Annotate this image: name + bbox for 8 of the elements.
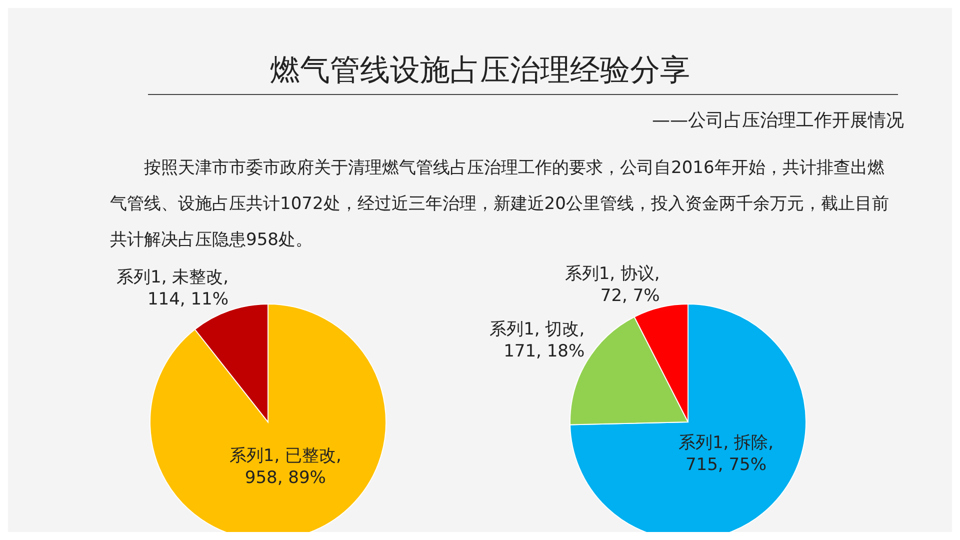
data-label: 系列1, 已整改, 958, 89% [229, 446, 342, 488]
data-label: 系列1, 协议, 72, 7% [564, 264, 660, 306]
text: 燃气管线设施占压治理经验分享 [269, 52, 691, 90]
data-label: 系列1, 拆除, 715, 75% [678, 433, 774, 476]
chart-subtitle: ——公司占压治理工作开展情况 [651, 109, 904, 132]
data-label: 系列1, 切改, 171, 18% [490, 319, 585, 362]
text: 按照天津市市委市政府关于清理燃气管线占压治理工作的要求，公司自2016年开始，共计排查出燃气管线、设施占压共计1072处，经过近三年治理，新建近20公里管线，投入资金两千余万元，截止目前共计解决占压隐患958处。 [110, 157, 890, 252]
data-label: 系列1, 未整改, 114, 11% [116, 267, 229, 310]
